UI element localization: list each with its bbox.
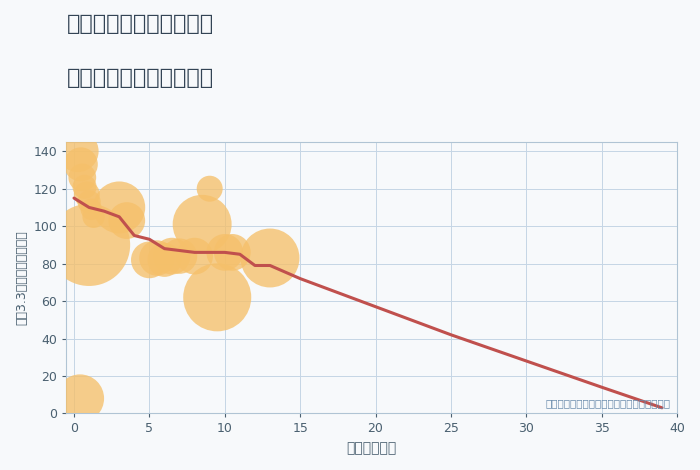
Point bbox=[85, 205, 97, 213]
Point bbox=[72, 148, 83, 155]
Point bbox=[83, 198, 94, 205]
Point bbox=[79, 183, 90, 191]
X-axis label: 築年数（年）: 築年数（年） bbox=[346, 441, 397, 455]
Point bbox=[113, 204, 125, 211]
Point bbox=[144, 256, 155, 264]
Point bbox=[204, 185, 216, 193]
Point bbox=[211, 294, 223, 301]
Point bbox=[74, 395, 85, 402]
Point bbox=[83, 241, 94, 249]
Text: 奈良県生駒市西白庭台の: 奈良県生駒市西白庭台の bbox=[66, 14, 214, 34]
Point bbox=[227, 249, 238, 256]
Point bbox=[197, 220, 208, 228]
Point bbox=[88, 213, 99, 220]
Point bbox=[81, 190, 92, 198]
Text: 円の大きさは、取引のあった物件面積を示す: 円の大きさは、取引のあった物件面積を示す bbox=[546, 398, 671, 408]
Point bbox=[265, 254, 276, 262]
Point bbox=[167, 252, 178, 260]
Point bbox=[159, 256, 170, 264]
Point bbox=[189, 252, 200, 260]
Point bbox=[75, 161, 86, 168]
Text: 築年数別中古戸建て価格: 築年数別中古戸建て価格 bbox=[66, 68, 214, 88]
Y-axis label: 坪（3.3㎡）単価（万円）: 坪（3.3㎡）単価（万円） bbox=[15, 230, 28, 325]
Point bbox=[219, 249, 230, 256]
Point bbox=[77, 174, 88, 181]
Point bbox=[121, 217, 132, 224]
Point bbox=[151, 254, 162, 262]
Point bbox=[174, 252, 185, 260]
